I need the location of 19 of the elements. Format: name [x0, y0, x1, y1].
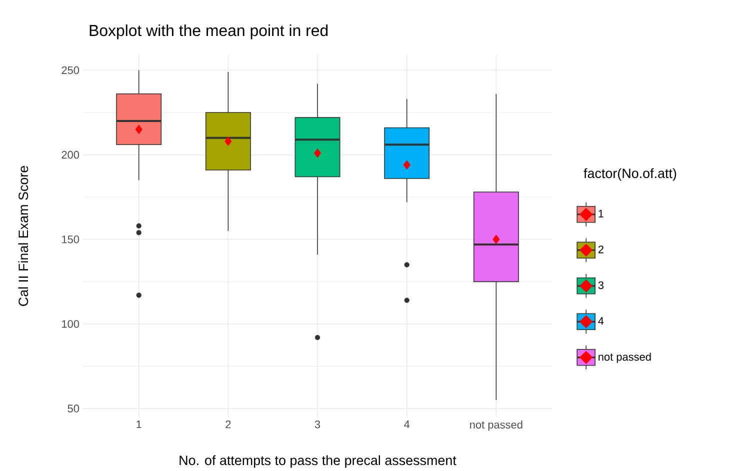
x-tick-label: 2	[226, 420, 231, 428]
legend-title: factor(No.of.att)	[584, 168, 676, 181]
legend-label: 2	[598, 246, 604, 254]
y-tick-label: 200	[62, 150, 80, 159]
x-tick-label: 1	[136, 420, 142, 428]
x-tick-label: 4	[404, 420, 410, 428]
legend-label: not passed	[598, 352, 651, 363]
legend-label: 3	[598, 281, 604, 290]
x-axis-title: No. of attempts to pass the precal assessment	[180, 455, 456, 468]
x-tick-label: 3	[314, 420, 320, 428]
legend-label: 4	[598, 317, 604, 325]
y-tick-label: 250	[62, 66, 80, 74]
legend-label: 1	[598, 210, 604, 218]
chart-title: Boxplot with the mean point in red	[90, 24, 328, 40]
y-axis-title: Cal II Final Exam Score	[18, 166, 28, 306]
y-tick-label: 50	[68, 404, 80, 412]
y-tick-label: 100	[62, 320, 80, 328]
x-tick-label: not passed	[470, 420, 522, 431]
y-tick-label: 150	[62, 235, 80, 244]
